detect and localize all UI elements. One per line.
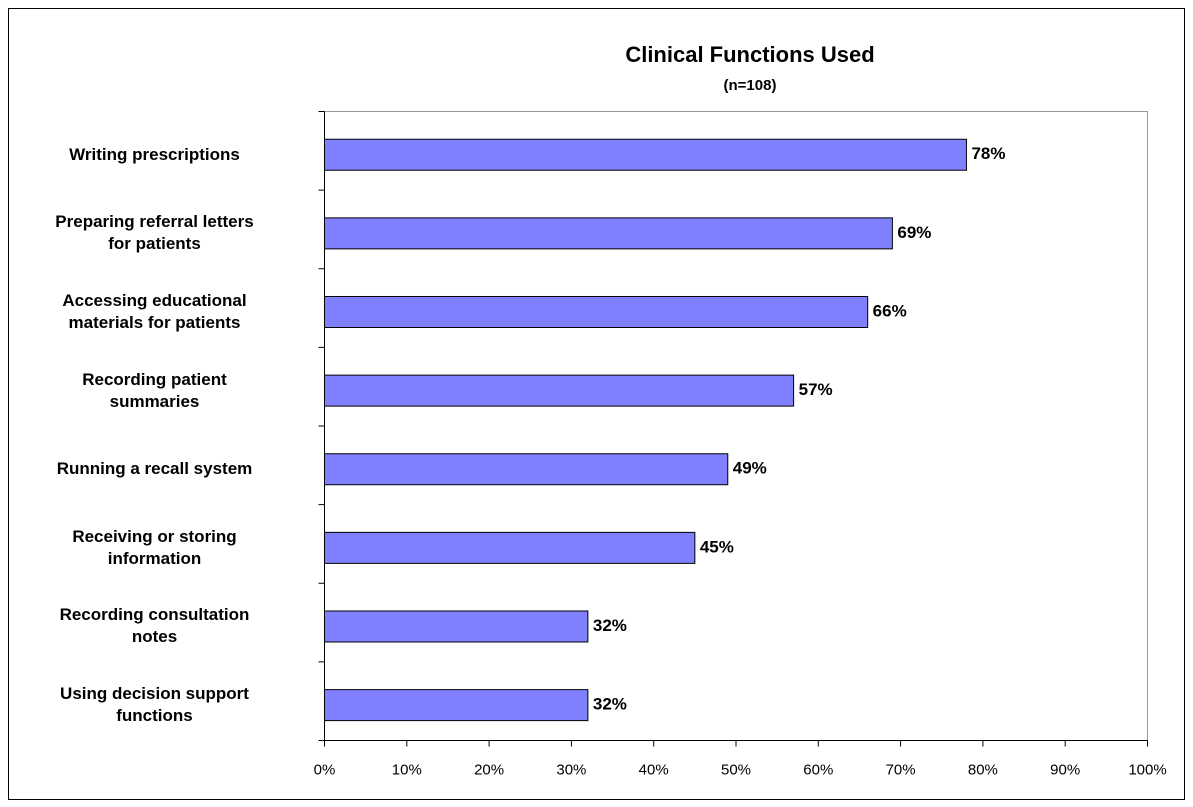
category-label: Receiving or storing information <box>72 526 237 568</box>
category-label: Recording consultation notes <box>59 605 250 647</box>
category-label: Accessing educational materials for pati… <box>62 290 247 332</box>
x-tick-label: 70% <box>886 761 916 778</box>
value-label: 32% <box>593 695 627 714</box>
bar <box>324 531 696 564</box>
bar <box>324 374 795 407</box>
x-tick-label: 10% <box>392 761 422 778</box>
x-tick-label: 30% <box>556 761 586 778</box>
x-tick-label: 0% <box>314 761 336 778</box>
x-tick-label: 60% <box>803 761 833 778</box>
value-label: 32% <box>593 616 627 635</box>
category-label: Running a recall system <box>56 459 253 479</box>
category-label: Recording patient summaries <box>82 369 227 411</box>
bar <box>324 610 589 643</box>
bar <box>324 689 589 722</box>
value-label: 69% <box>897 223 931 242</box>
value-label: 57% <box>799 380 833 399</box>
category-label: Using decision support functions <box>60 684 249 726</box>
value-label: 49% <box>733 459 767 478</box>
bar <box>324 295 869 328</box>
category-label: Preparing referral letters for patients <box>55 212 254 254</box>
x-tick-label: 40% <box>639 761 669 778</box>
x-tick-label: 100% <box>1128 761 1166 778</box>
value-label: 66% <box>873 301 907 320</box>
bar <box>324 138 967 171</box>
value-label: 78% <box>971 144 1005 163</box>
bar <box>324 453 729 486</box>
chart-title: Clinical Functions Used <box>625 42 874 67</box>
bar <box>324 217 893 250</box>
x-tick-label: 20% <box>474 761 504 778</box>
x-tick-label: 90% <box>1050 761 1080 778</box>
x-tick-label: 50% <box>721 761 751 778</box>
chart-subtitle: (n=108) <box>724 77 777 94</box>
category-label: Writing prescriptions <box>69 144 240 164</box>
value-label: 45% <box>700 537 734 556</box>
x-tick-label: 80% <box>968 761 998 778</box>
